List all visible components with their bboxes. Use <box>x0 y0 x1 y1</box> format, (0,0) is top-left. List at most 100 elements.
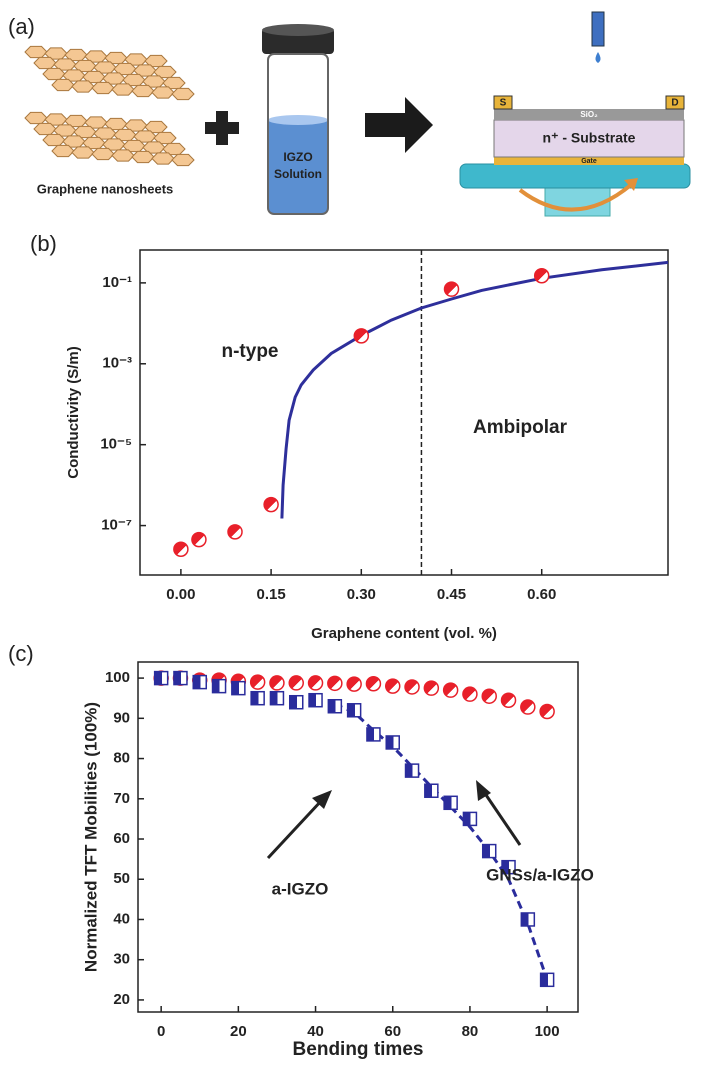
data-point <box>424 783 439 798</box>
x-tick-label: 0.15 <box>256 586 285 603</box>
y-axis-label: Normalized TFT Mobilities (100%) <box>81 702 100 972</box>
hexagon <box>71 146 95 159</box>
vial-label: Solution <box>274 167 322 181</box>
data-point <box>269 675 285 691</box>
hexagon <box>131 84 155 98</box>
hexagon <box>33 122 57 136</box>
annotation: n-type <box>222 341 279 362</box>
x-tick-label: 0.60 <box>527 586 556 603</box>
x-tick-label: 0.00 <box>166 586 195 603</box>
y-tick-label: 20 <box>113 991 130 1008</box>
x-tick-label: 0.45 <box>437 586 466 603</box>
x-axis-label: Graphene content (vol. %) <box>311 625 497 642</box>
graphene-sheets <box>24 45 195 167</box>
annotation-arrows <box>266 780 522 860</box>
y-tick-label: 10⁻⁷ <box>101 517 132 534</box>
data-point <box>366 727 381 742</box>
oxide-label: SiO₂ <box>580 110 598 119</box>
y-tick-label: 30 <box>113 951 130 968</box>
data-point <box>288 694 304 710</box>
vial-cap-top <box>262 24 334 36</box>
plot-frame <box>137 661 579 1013</box>
y-tick-label: 40 <box>113 910 130 927</box>
hexagon <box>42 67 66 81</box>
data-point <box>346 676 362 692</box>
data-point <box>385 735 400 750</box>
data-point <box>211 678 227 694</box>
data-point <box>481 843 497 859</box>
chart: (b) 0.00 0.15 0.30 0.45 0.60 10⁻¹ 10⁻³ 10⁻⁵ 10⁻⁷ G… <box>30 231 669 642</box>
data-point <box>462 811 478 827</box>
annotation: Ambipolar <box>473 417 568 438</box>
data-point <box>327 675 343 692</box>
data-point <box>353 328 370 344</box>
y-tick-label: 80 <box>113 750 130 767</box>
hexagon <box>33 56 57 70</box>
data-point <box>404 763 420 778</box>
data-point <box>443 795 458 811</box>
y-tick-label: 10⁻¹ <box>102 274 132 291</box>
drain-pad <box>665 95 685 110</box>
hexagon <box>42 133 66 147</box>
data-point <box>443 281 460 297</box>
y-tick-label: 70 <box>113 790 130 807</box>
liquid-surface <box>268 115 328 125</box>
hexagon <box>151 152 175 165</box>
data-point <box>404 679 420 695</box>
y-tick-label: 10⁻³ <box>102 355 132 372</box>
arrowhead <box>312 790 332 809</box>
data-point <box>384 678 401 694</box>
graphene-caption: Graphene nanosheets <box>37 181 174 196</box>
dropper <box>591 11 605 47</box>
data-point <box>442 682 459 698</box>
data-point <box>346 703 362 718</box>
gate-layer <box>494 157 684 165</box>
hexagon <box>131 150 155 164</box>
arrow-line <box>266 798 324 860</box>
data-point <box>288 675 304 691</box>
x-tick-label: 20 <box>230 1023 247 1040</box>
chart: (c) 0 20 40 60 80 100 20 30 40 50 60 70 80 90 100 Bendin… <box>8 641 579 1060</box>
vial-liquid <box>268 118 328 214</box>
data-point <box>520 699 536 715</box>
source-label: S <box>500 98 507 109</box>
hexagon <box>111 83 135 96</box>
annotation: a-IGZO <box>272 879 329 898</box>
hexagon <box>91 147 115 161</box>
hexagon <box>151 86 175 99</box>
process-arrow <box>365 97 433 153</box>
hexagon <box>51 78 75 92</box>
x-axis-label: Bending times <box>293 1039 424 1060</box>
vial-glass <box>267 53 329 215</box>
data-point <box>263 496 279 513</box>
x-tick-label: 80 <box>462 1023 479 1040</box>
panel-a: (a) Graphene nanosheets IGZO Solution Ga… <box>8 11 691 217</box>
vial-label: IGZO <box>283 150 312 164</box>
plus-sign <box>205 111 239 145</box>
drain-label: D <box>671 98 678 109</box>
data-point <box>533 268 550 284</box>
data-point <box>539 972 555 988</box>
rotation-arrow <box>518 182 634 212</box>
x-tick-label: 0.30 <box>347 586 376 603</box>
drop <box>595 52 601 63</box>
y-tick-label: 100 <box>105 669 130 686</box>
arrow-line <box>482 791 522 846</box>
data-point <box>173 541 189 557</box>
x-tick-label: 0 <box>157 1023 165 1040</box>
hexagon <box>111 149 135 162</box>
rotation-arrowhead <box>624 178 638 191</box>
hexagon <box>51 144 75 158</box>
data-point <box>307 675 324 691</box>
data-point <box>520 912 536 927</box>
plot-frame <box>139 249 669 576</box>
data-point <box>501 859 516 875</box>
substrate-label: n⁺ - Substrate <box>543 130 636 146</box>
spin-coater: Gate n⁺ - Substrate SiO₂ S D <box>459 11 691 217</box>
x-tick-label: 40 <box>307 1023 324 1040</box>
data-point <box>462 686 478 702</box>
panel-label: (a) <box>8 14 35 39</box>
x-tick-label: 100 <box>535 1023 560 1040</box>
data-point <box>173 670 188 686</box>
